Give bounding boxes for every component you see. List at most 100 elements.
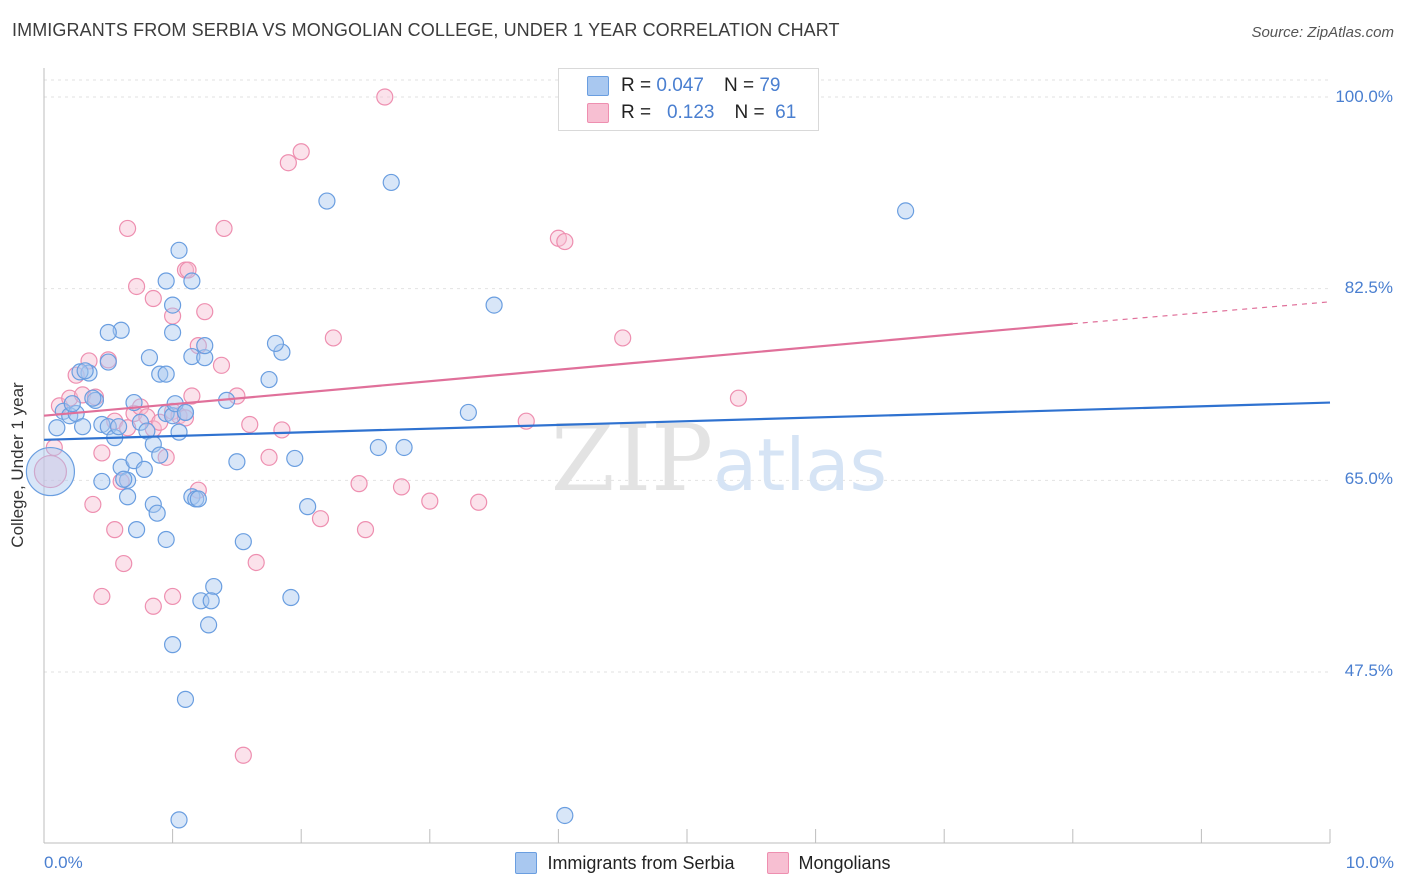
serbia-point [234, 533, 252, 551]
mongolians-swatch [587, 103, 609, 123]
serbia-point [183, 272, 201, 290]
serbia-point [73, 418, 92, 436]
mongolians-trend-line [43, 322, 1073, 417]
mongolians-point [118, 419, 137, 437]
mongolians-point [350, 475, 368, 493]
serbia-point [369, 438, 387, 457]
serbia-point [76, 362, 94, 380]
serbia-point [196, 349, 214, 367]
mongolians-legend-label: Mongolians [798, 852, 891, 873]
mongolians-point [157, 448, 175, 466]
serbia-legend-label: Immigrants from Serbia [547, 852, 735, 873]
serbia-point [556, 806, 574, 825]
mongolians-point [106, 521, 124, 539]
legend-row-serbia: R = 0.047 N = 79 [559, 73, 780, 99]
mongolians-point [93, 587, 111, 606]
serbia-point [266, 334, 285, 353]
mongolians-point [273, 421, 291, 439]
serbia-point [25, 446, 76, 497]
legend-row-mongolians: R = 0.123 N = 61 [559, 100, 796, 126]
stats-legend: R = 0.047 N = 79 R = 0.123 N = 61 [558, 68, 819, 131]
serbia-point [135, 460, 153, 478]
mongolians-point [470, 493, 488, 511]
serbia-point [183, 347, 201, 366]
serbia-point [140, 349, 159, 367]
mongolians-point [127, 277, 146, 296]
serbia-point [318, 192, 336, 210]
serbia-point [260, 370, 278, 389]
mongolians-points [33, 88, 748, 764]
mongolians-point [356, 521, 375, 539]
serbia-point [86, 391, 105, 409]
y-tick-label: 47.5% [1344, 661, 1393, 680]
series-legend: Immigrants from Serbia Mongolians [0, 852, 1406, 874]
legend-item-mongolians[interactable]: Mongolians [766, 852, 891, 874]
serbia-point [170, 423, 188, 441]
mongolians-point [292, 143, 310, 161]
watermark-atlas: atlas [713, 423, 887, 507]
mongolians-point [311, 510, 330, 528]
serbia-point [176, 690, 195, 708]
mongolians-point [247, 553, 265, 572]
serbia-point [459, 403, 477, 422]
serbia-point [189, 490, 207, 508]
serbia-point [127, 521, 146, 539]
legend-item-serbia[interactable]: Immigrants from Serbia [515, 852, 735, 874]
mongolians-point [729, 389, 748, 407]
serbia-point [202, 592, 220, 610]
mongolians-point [176, 409, 195, 427]
serbia-point [93, 472, 111, 491]
mongolians-point [556, 232, 574, 251]
serbia-n-value: 79 [759, 75, 781, 96]
serbia-trend-line [43, 401, 1331, 441]
serbia-point [157, 530, 175, 549]
gridlines [44, 79, 1330, 673]
serbia-point [164, 636, 182, 654]
serbia-point [196, 337, 214, 355]
mongolians-point [179, 261, 197, 279]
mongolians-point [144, 289, 162, 308]
serbia-point [151, 446, 169, 464]
mongolians-point [183, 387, 201, 405]
serbia-point [63, 395, 81, 413]
serbia-point [273, 343, 291, 361]
serbia-swatch [587, 76, 609, 96]
serbia-point [170, 241, 188, 259]
y-tick-label: 100.0% [1335, 87, 1393, 106]
x-tick-label: 10.0% [1345, 853, 1394, 872]
mongolians-r-value: 0.123 [666, 102, 715, 123]
r-label: R = [621, 75, 652, 96]
serbia-point [93, 415, 111, 434]
serbia-point [897, 202, 915, 220]
serbia-point [118, 488, 137, 506]
serbia-point [282, 588, 300, 607]
serbia-point [99, 323, 117, 342]
serbia-point [164, 323, 182, 342]
mongolians-point [144, 597, 162, 615]
serbia-point [286, 449, 304, 468]
serbia-point [112, 321, 130, 339]
serbia-point [157, 365, 175, 383]
serbia-point [144, 495, 162, 514]
mongolians-point [260, 448, 278, 466]
axes [43, 68, 1331, 844]
mongolians-point [392, 478, 411, 496]
mongolians-point [241, 415, 259, 434]
source-label: Source: ZipAtlas.com [1251, 24, 1394, 41]
serbia-point [48, 419, 66, 437]
serbia-point [157, 272, 175, 290]
serbia-point [228, 453, 246, 471]
y-tick-label: 65.0% [1344, 469, 1393, 488]
mongolians-legend-swatch [766, 852, 789, 874]
mongolians-point [112, 472, 130, 491]
serbia-point [382, 173, 400, 192]
n-label: N = [734, 102, 765, 123]
trend-lines [43, 301, 1331, 441]
serbia-point [164, 296, 182, 314]
mongolians-point [164, 587, 182, 606]
mongolians-point [421, 492, 439, 510]
serbia-legend-swatch [515, 852, 538, 874]
mongolians-point [196, 303, 214, 321]
serbia-point [71, 363, 89, 381]
